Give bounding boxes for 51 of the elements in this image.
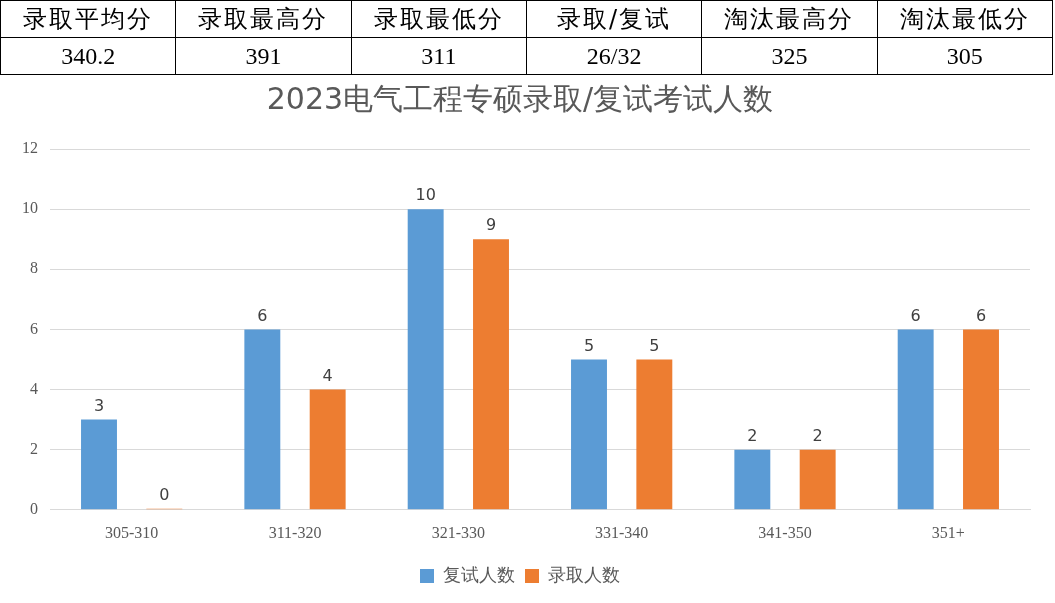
data-label: 3 [93, 395, 105, 415]
data-label: 9 [485, 215, 497, 235]
bar [799, 449, 836, 510]
bar [963, 329, 999, 510]
x-tick-label: 305-310 [105, 523, 159, 541]
bar [473, 239, 509, 510]
bar [897, 329, 934, 510]
data-label: 6 [975, 305, 987, 325]
text: 391 [175, 37, 352, 75]
legend-label: 复试人数 [443, 563, 515, 585]
y-tick-label: 6 [30, 319, 38, 337]
data-label: 10 [415, 185, 436, 205]
data-label: 6 [910, 305, 921, 325]
bar [571, 359, 607, 510]
y-tick-label: 10 [22, 199, 38, 217]
text: 340.2 [0, 37, 176, 75]
data-label: 2 [812, 425, 823, 445]
x-tick-label: 351+ [931, 523, 965, 541]
text: 录取平均分 [0, 0, 176, 38]
text: 录取/复试 [526, 0, 702, 38]
text: 淘汰最高分 [701, 0, 878, 38]
bar [81, 419, 117, 510]
data-label: 2 [747, 425, 758, 445]
text: 录取最高分 [175, 0, 352, 38]
text: 305 [877, 37, 1053, 75]
text: 录取最低分 [351, 0, 527, 38]
x-tick-label: 321-330 [431, 523, 485, 541]
text: 311 [351, 37, 527, 75]
y-tick-label: 12 [22, 139, 38, 157]
data-label: 6 [257, 305, 268, 325]
bar [636, 359, 673, 510]
data-label: 0 [159, 484, 170, 504]
data-label: 4 [322, 365, 333, 385]
bar [244, 329, 281, 510]
text: 325 [701, 37, 878, 75]
text: 淘汰最低分 [877, 0, 1053, 38]
legend-label: 录取人数 [548, 563, 620, 585]
y-tick-label: 2 [30, 439, 38, 457]
bar [407, 209, 444, 510]
x-tick-label: 311-320 [268, 523, 322, 541]
y-tick-label: 8 [30, 259, 38, 277]
data-label: 5 [649, 335, 660, 355]
text: 26/32 [526, 37, 702, 75]
bar [309, 389, 346, 510]
x-tick-label: 331-340 [595, 523, 649, 541]
y-tick-label: 0 [30, 500, 38, 517]
chart-title: 2023电气工程专硕录取/复试考试人数 [266, 80, 774, 116]
bar [734, 449, 771, 510]
y-tick-label: 4 [30, 379, 38, 397]
x-tick-label: 341-350 [758, 523, 812, 541]
data-label: 5 [583, 335, 595, 355]
